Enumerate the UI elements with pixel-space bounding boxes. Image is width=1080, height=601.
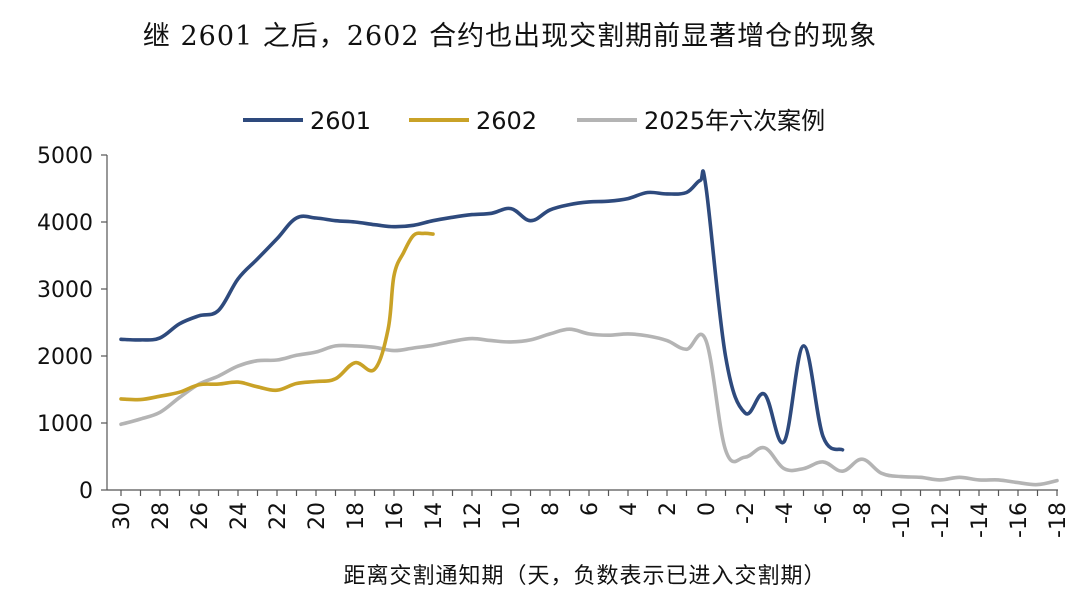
x-tick-label: 4 [617,502,642,516]
x-tick-label: -6 [812,502,837,524]
x-tick-label: -16 [1007,502,1032,538]
x-tick-label: 28 [149,502,174,530]
x-tick-label: 14 [422,502,447,530]
x-tick-label: 8 [539,502,564,516]
series-line-2 [119,327,1059,487]
x-tick-label: 12 [461,502,486,530]
x-tick-label: -18 [1046,502,1071,538]
chart-title: 继 2601 之后，2602 合约也出现交割期前显著增仓的现象 [142,21,878,52]
series-line-1 [119,231,435,402]
x-tick-label: -8 [851,502,876,524]
x-tick-label: -12 [929,502,954,538]
series-line-0 [119,169,845,452]
x-tick-label: 26 [188,502,213,530]
y-tick-label: 3000 [37,278,93,303]
chart-legend: 2601 2602 2025年六次案例 [243,107,825,135]
x-tick-label: 2 [656,502,681,516]
x-tick-label: 30 [110,502,135,530]
chart-series [119,169,1059,487]
y-tick-label: 2000 [37,345,93,370]
x-tick-label: 10 [500,502,525,530]
x-tick-label: 16 [383,502,408,530]
x-tick-label: 24 [227,502,252,530]
x-tick-label: -14 [968,502,993,538]
y-tick-label: 1000 [37,412,93,437]
x-tick-label: 6 [578,502,603,516]
x-tick-label: 18 [344,502,369,530]
y-tick-label: 0 [79,479,93,504]
legend-label-2: 2025年六次案例 [644,107,825,135]
x-axis-label: 距离交割通知期（天，负数表示已进入交割期） [343,564,826,589]
x-tick-label: -4 [773,502,798,524]
legend-label-1: 2602 [476,107,537,135]
x-tick-label: 20 [305,502,330,530]
x-tick-label: -10 [890,502,915,538]
legend-label-0: 2601 [310,107,371,135]
x-tick-label: 22 [266,502,291,530]
y-tick-label: 4000 [37,211,93,236]
x-tick-label: -2 [734,502,759,524]
x-tick-label: 0 [695,502,720,516]
y-tick-label: 5000 [37,144,93,169]
